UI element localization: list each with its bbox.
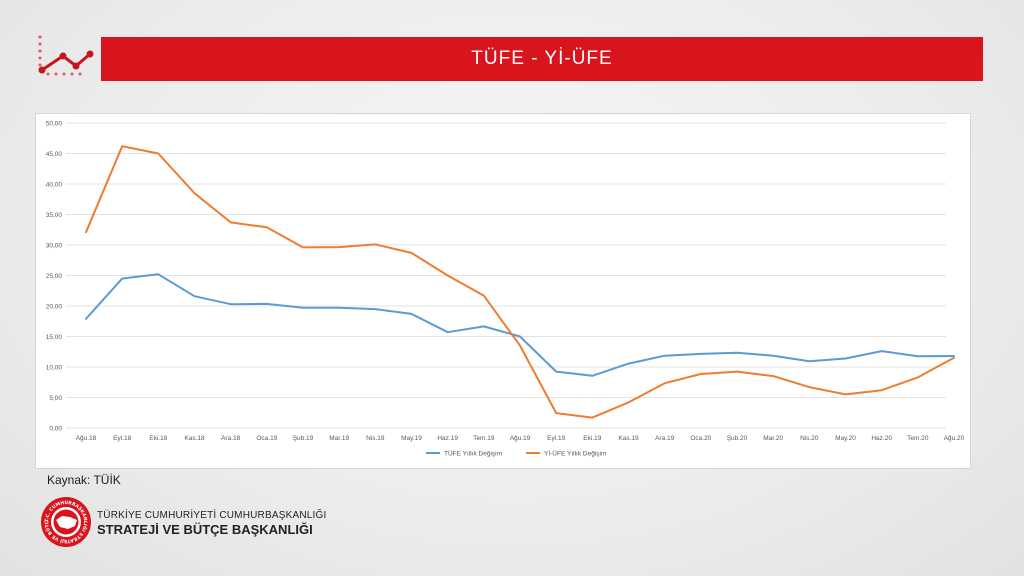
x-tick-label: Nis.20 — [800, 435, 819, 442]
x-tick-label: Eyl.19 — [547, 435, 565, 442]
y-tick-label: 0,00 — [49, 426, 62, 433]
org-name-line1: TÜRKİYE CUMHURİYETİ CUMHURBAŞKANLIĞI — [97, 510, 327, 521]
series-line-1 — [85, 273, 955, 377]
x-tick-label: Eki.19 — [583, 435, 601, 442]
x-tick-label: Ağu.18 — [76, 435, 97, 442]
x-tick-label: Mar.19 — [329, 435, 349, 442]
x-tick-label: Tem.20 — [907, 435, 929, 442]
y-tick-label: 30,00 — [46, 243, 63, 250]
y-tick-label: 10,00 — [46, 365, 63, 372]
y-tick-label: 20,00 — [46, 304, 63, 311]
page-title: TÜFE - Yİ-ÜFE — [471, 48, 613, 69]
x-tick-label: Mar.20 — [763, 435, 783, 442]
y-tick-label: 50,00 — [46, 121, 63, 128]
x-tick-label: Haz.20 — [871, 435, 892, 442]
x-tick-label: Haz.19 — [437, 435, 458, 442]
legend-label: Yİ-ÜFE Yıllık Değişim — [544, 449, 606, 458]
line-chart: 0,00 5,00 10,00 15,00 20,00 25,00 30,00 35,00 40… — [46, 121, 965, 458]
x-tick-label: Ara.18 — [221, 435, 241, 442]
y-tick-label: 45,00 — [46, 151, 63, 158]
x-tick-label: Nis.19 — [366, 435, 385, 442]
x-tick-label: Kas.19 — [618, 435, 639, 442]
source-label: Kaynak: TÜİK — [47, 473, 121, 487]
x-tick-label: Oca.20 — [690, 435, 711, 442]
x-tick-label: Ara.19 — [655, 435, 675, 442]
x-tick-label: Kas.18 — [184, 435, 205, 442]
title-bar: TÜFE - Yİ-ÜFE — [101, 37, 983, 81]
y-tick-label: 5,00 — [49, 395, 62, 402]
x-tick-label: Ağu.20 — [944, 435, 965, 442]
y-tick-label: 15,00 — [46, 334, 63, 341]
x-tick-label: Ağu.19 — [510, 435, 531, 442]
trend-line-icon — [38, 35, 94, 76]
x-tick-label: May.19 — [401, 435, 422, 442]
presidency-seal-icon: T.C. CUMHURBAŞKANLIĞI STRATEJİ VE BÜTÇE … — [40, 496, 91, 547]
x-tick-label: Oca.19 — [256, 435, 277, 442]
x-tick-label: Şub.19 — [293, 435, 314, 442]
series-line-2 — [85, 145, 955, 419]
chart-panel: 0,00 5,00 10,00 15,00 20,00 25,00 30,00 35,00 40… — [35, 113, 971, 469]
x-tick-label: Eki.18 — [149, 435, 167, 442]
y-tick-label: 25,00 — [46, 273, 63, 280]
y-tick-label: 35,00 — [46, 212, 63, 219]
legend-label: TÜFE Yıllık Değişim — [444, 450, 502, 458]
org-name-line2: STRATEJİ VE BÜTÇE BAŞKANLIĞI — [97, 522, 313, 537]
x-tick-label: May.20 — [835, 435, 856, 442]
y-tick-label: 40,00 — [46, 182, 63, 189]
x-tick-label: Eyl.18 — [113, 435, 131, 442]
x-tick-label: Şub.20 — [727, 435, 748, 442]
x-tick-label: Tem.19 — [473, 435, 495, 442]
